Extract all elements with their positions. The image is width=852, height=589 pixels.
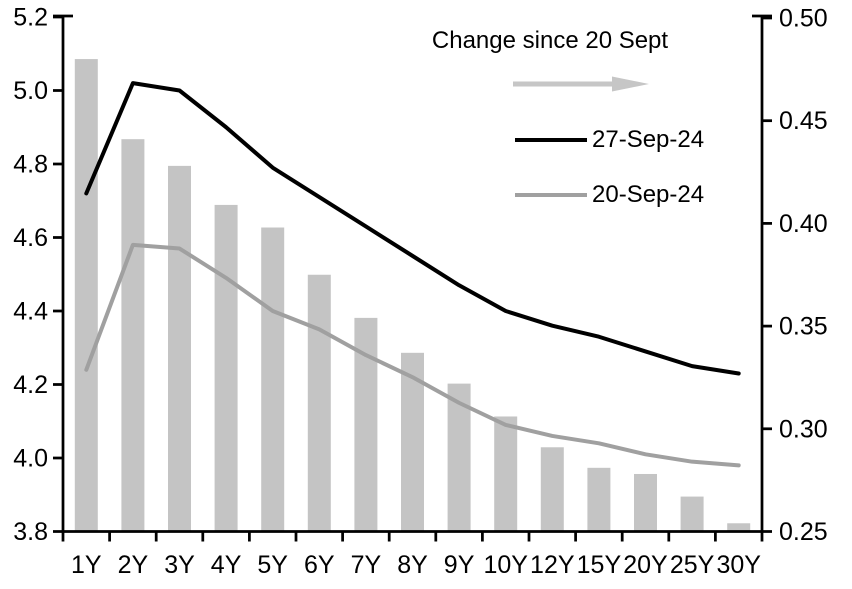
line-20-sep-24 xyxy=(84,242,741,468)
line-27-sep-24 xyxy=(84,81,741,376)
left-axis-tick-label: 5.2 xyxy=(13,4,48,32)
right-axis-tick-label: 0.25 xyxy=(779,518,828,546)
x-axis-label-2Y: 2Y xyxy=(118,551,149,579)
bar-change-20Y xyxy=(634,473,657,532)
bar-change-8Y xyxy=(401,352,424,532)
left-axis-tick-label: 4.8 xyxy=(13,151,48,179)
right-axis-tick-label: 0.30 xyxy=(779,415,828,443)
left-axis-tick-label: 5.0 xyxy=(13,77,48,105)
legend-label-27-sep: 27-Sep-24 xyxy=(592,126,705,153)
bar-change-5Y xyxy=(261,227,285,532)
x-axis-label-3Y: 3Y xyxy=(164,551,195,579)
x-axis-label-8Y: 8Y xyxy=(397,551,428,579)
x-axis-label-10Y: 10Y xyxy=(483,551,528,579)
left-axis-tick-label: 4.6 xyxy=(13,224,48,252)
x-axis-label-5Y: 5Y xyxy=(257,551,288,579)
x-axis-label-6Y: 6Y xyxy=(304,551,335,579)
right-axis-tick-label: 0.40 xyxy=(779,210,828,238)
bar-change-2Y xyxy=(121,139,145,532)
legend-title: Change since 20 Sept xyxy=(431,27,669,54)
x-axis-label-1Y: 1Y xyxy=(71,551,102,579)
right-axis-tick-label: 0.50 xyxy=(779,5,828,33)
left-axis-tick-label: 4.2 xyxy=(13,371,48,399)
x-axis-label-15Y: 15Y xyxy=(577,551,622,579)
x-axis-label-30Y: 30Y xyxy=(716,551,761,579)
legend-line-20-sep xyxy=(515,193,587,197)
bar-change-15Y xyxy=(587,467,611,532)
x-axis-label-7Y: 7Y xyxy=(351,551,382,579)
x-axis-label-9Y: 9Y xyxy=(444,551,475,579)
bar-change-1Y xyxy=(74,59,98,532)
bar-change-9Y xyxy=(447,383,471,532)
bar-change-12Y xyxy=(540,447,564,532)
bar-change-10Y xyxy=(494,416,518,532)
bar-change-7Y xyxy=(354,317,378,532)
right-axis-tick-label: 0.45 xyxy=(779,107,828,135)
bar-change-4Y xyxy=(214,204,238,532)
left-axis-tick-label: 3.8 xyxy=(13,518,48,546)
x-axis-label-20Y: 20Y xyxy=(623,551,668,579)
right-axis-tick-label: 0.35 xyxy=(779,313,828,341)
legend-line-27-sep xyxy=(515,138,587,142)
change-arrow-icon xyxy=(513,76,649,92)
bar-change-30Y xyxy=(727,523,751,532)
bar-change-3Y xyxy=(168,165,191,532)
x-axis-label-4Y: 4Y xyxy=(211,551,242,579)
bar-change-6Y xyxy=(307,274,331,532)
left-axis-tick-label: 4.4 xyxy=(13,298,48,326)
legend-label-20-sep: 20-Sep-24 xyxy=(592,181,705,208)
left-axis-tick-label: 4.0 xyxy=(13,445,48,473)
x-axis-label-25Y: 25Y xyxy=(670,551,715,579)
x-axis-label-12Y: 12Y xyxy=(530,551,575,579)
bar-change-25Y xyxy=(680,496,704,532)
